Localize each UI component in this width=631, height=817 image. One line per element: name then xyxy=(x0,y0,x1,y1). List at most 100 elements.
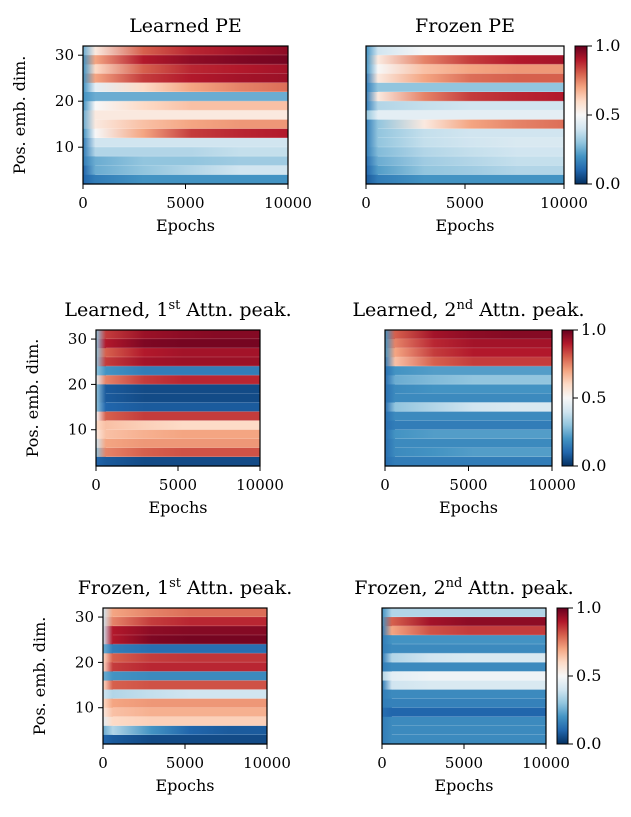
colorbar-tick-label: 1.0 xyxy=(595,36,620,55)
panel-title: Frozen, 2nd Attn. peak. xyxy=(354,576,573,599)
y-tick-label: 20 xyxy=(68,375,87,393)
heatmap-band xyxy=(83,156,288,167)
heatmap-band xyxy=(382,626,546,636)
heatmap-band xyxy=(382,734,546,745)
colorbar-tick-label: 0.0 xyxy=(595,174,620,193)
heatmap-band xyxy=(96,384,260,395)
x-axis-label: Epochs xyxy=(156,216,215,235)
heatmap-band xyxy=(103,653,267,663)
x-tick-label: 10000 xyxy=(540,194,588,212)
colorbar-tick-label: 0.0 xyxy=(576,734,601,753)
heatmap-band xyxy=(96,357,260,367)
heatmap-band xyxy=(385,393,552,404)
panel-title-sup: nd xyxy=(457,298,474,313)
heatmap-band xyxy=(385,456,552,467)
heatmap-band xyxy=(382,698,546,709)
heatmap-band xyxy=(382,716,546,727)
heatmap-band xyxy=(96,330,260,340)
x-tick-label: 10000 xyxy=(528,476,576,494)
x-tick-label: 0 xyxy=(98,754,108,772)
x-tick-label: 5000 xyxy=(159,476,197,494)
colorbar-tick-label: 0.5 xyxy=(576,666,601,685)
heatmap-band xyxy=(385,357,552,367)
heatmap-band xyxy=(366,174,564,185)
x-tick-label: 0 xyxy=(91,476,101,494)
panel-title-sup: st xyxy=(169,576,182,591)
x-tick-label: 5000 xyxy=(449,476,487,494)
heatmap-band xyxy=(83,174,288,185)
heatmap-band xyxy=(96,456,260,467)
colorbar xyxy=(574,45,588,185)
panel-title-text: Learned PE xyxy=(129,15,242,37)
heatmap-band xyxy=(366,92,564,102)
heatmap-band xyxy=(83,73,288,84)
heatmap-band xyxy=(103,698,267,709)
heatmap-band xyxy=(96,429,260,440)
heatmap-band xyxy=(96,393,260,404)
y-axis-label: Pos. emb. dim. xyxy=(30,617,49,736)
heatmap-band xyxy=(366,73,564,84)
heatmap-band xyxy=(103,689,267,700)
heatmap-band xyxy=(366,82,564,93)
panel-title-tail: Attn. peak. xyxy=(181,577,292,599)
heatmap-panel: Frozen, 1st Attn. peak. 0 5000 10000 Epochs 1… xyxy=(30,576,292,795)
x-tick-label: 10000 xyxy=(236,476,284,494)
y-tick-label: 20 xyxy=(55,92,74,110)
heatmap-band xyxy=(83,92,288,102)
heatmap-panel: Learned, 1st Attn. peak. 0 5000 10000 Epochs… xyxy=(23,298,292,517)
panel-title-tail: Attn. peak. xyxy=(462,577,573,599)
x-tick-label: 10000 xyxy=(264,194,312,212)
heatmap-panel: Learned, 2nd Attn. peak. 0 5000 10000 Epochs… xyxy=(352,298,606,517)
heatmap-band xyxy=(366,101,564,111)
heatmap-panel: Learned PE 0 5000 10000 Epochs 10 20 30 Pos. emb… xyxy=(10,15,312,235)
heatmap-band xyxy=(103,635,267,645)
panel-title-text: Learned, 1 xyxy=(64,299,168,321)
heatmap-band xyxy=(83,128,288,139)
y-tick-label: 20 xyxy=(75,653,94,671)
panel-title: Frozen PE xyxy=(415,15,515,37)
heatmap-band xyxy=(103,644,267,654)
x-tick-label: 5000 xyxy=(446,194,484,212)
heatmap-band xyxy=(385,366,552,376)
panel-title-text: Frozen, 2 xyxy=(354,577,445,599)
y-axis-label: Pos. emb. dim. xyxy=(23,339,42,458)
heatmap-band xyxy=(83,138,288,148)
heatmap-band xyxy=(103,662,267,673)
heatmap-band xyxy=(385,420,552,431)
heatmap-band xyxy=(103,680,267,691)
heatmap-band xyxy=(96,438,260,449)
colorbar xyxy=(561,329,574,467)
heatmap-band xyxy=(103,671,267,682)
heatmap-band xyxy=(83,101,288,111)
heatmap-panel: Frozen, 2nd Attn. peak. 0 5000 10000 Epochs 0… xyxy=(354,576,601,795)
heatmap-band xyxy=(366,64,564,75)
heatmap-band xyxy=(103,626,267,636)
y-axis-label: Pos. emb. dim. xyxy=(10,56,29,175)
x-tick-label: 5000 xyxy=(445,754,483,772)
x-axis-label: Epochs xyxy=(155,776,214,795)
heatmap-band xyxy=(366,46,564,56)
heatmap-band xyxy=(366,156,564,167)
heatmap-band xyxy=(103,734,267,745)
heatmap-band xyxy=(103,725,267,736)
heatmap-band xyxy=(385,375,552,385)
heatmap-band xyxy=(96,411,260,422)
heatmap-band xyxy=(366,147,564,157)
heatmap-band xyxy=(366,119,564,130)
y-tick-label: 30 xyxy=(55,46,74,64)
panel-title-sup: nd xyxy=(446,576,463,591)
heatmap-band xyxy=(382,644,546,654)
heatmap-band xyxy=(96,366,260,376)
x-tick-label: 5000 xyxy=(166,754,204,772)
panel-title-text: Learned, 2 xyxy=(352,299,456,321)
x-axis-label: Epochs xyxy=(434,776,493,795)
heatmap-band xyxy=(385,348,552,358)
heatmap-band xyxy=(382,617,546,627)
panel-title-tail: Attn. peak. xyxy=(180,299,291,321)
panel-title: Frozen, 1st Attn. peak. xyxy=(78,576,293,599)
heatmap-band xyxy=(385,438,552,449)
y-tick-label: 10 xyxy=(55,138,74,156)
y-tick-label: 10 xyxy=(68,421,87,439)
heatmap-band xyxy=(83,147,288,157)
